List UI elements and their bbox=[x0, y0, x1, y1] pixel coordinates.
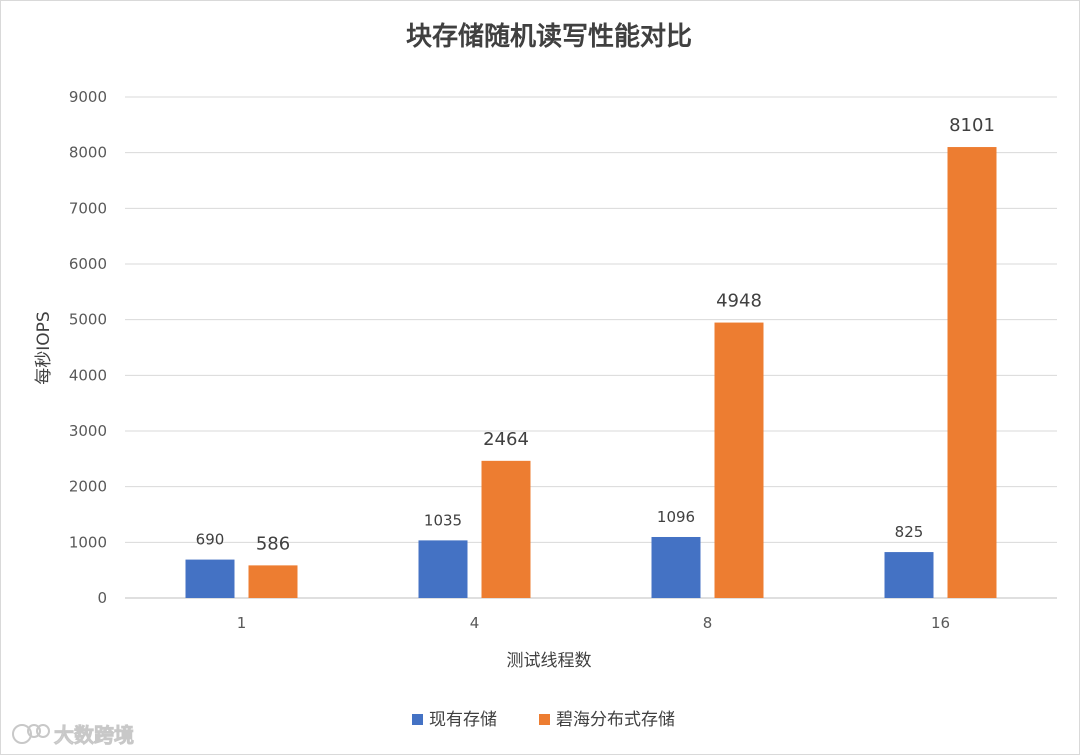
y-tick-label: 1000 bbox=[69, 533, 107, 551]
bar-bihai-1 bbox=[248, 565, 298, 598]
y-tick-label: 6000 bbox=[69, 255, 107, 273]
watermark-logo-icon bbox=[12, 724, 50, 744]
data-label: 586 bbox=[256, 533, 290, 554]
legend-swatch bbox=[412, 714, 423, 725]
y-tick-label: 3000 bbox=[69, 422, 107, 440]
y-tick-labels: 0 1000 2000 3000 4000 5000 6000 7000 8000 9000 bbox=[69, 88, 107, 607]
bar-bihai-16 bbox=[947, 147, 997, 599]
y-axis-title: 每秒IOPS bbox=[34, 311, 54, 384]
legend: 现有存储 碧海分布式存储 bbox=[412, 710, 675, 730]
data-label: 1096 bbox=[657, 508, 695, 526]
y-tick-label: 0 bbox=[97, 589, 107, 607]
x-tick-label: 4 bbox=[470, 614, 480, 632]
bar-existing-4 bbox=[418, 540, 468, 598]
watermark-text: 大数跨境 bbox=[54, 723, 134, 747]
data-label: 1035 bbox=[424, 511, 462, 529]
y-tick-label: 5000 bbox=[69, 311, 107, 329]
data-label: 825 bbox=[895, 523, 924, 541]
chart-title: 块存储随机读写性能对比 bbox=[406, 21, 692, 52]
legend-label: 碧海分布式存储 bbox=[556, 710, 675, 730]
y-tick-label: 2000 bbox=[69, 478, 107, 496]
y-tick-label: 9000 bbox=[69, 88, 107, 106]
data-label: 8101 bbox=[949, 115, 995, 136]
x-tick-labels: 1 4 8 16 bbox=[237, 614, 950, 632]
x-tick-label: 8 bbox=[703, 614, 713, 632]
bar-existing-16 bbox=[884, 552, 934, 598]
bars bbox=[185, 147, 997, 599]
data-label: 690 bbox=[196, 531, 225, 549]
x-tick-label: 1 bbox=[237, 614, 247, 632]
data-label: 2464 bbox=[483, 429, 529, 450]
watermark: 大数跨境 bbox=[12, 723, 134, 747]
bar-bihai-4 bbox=[481, 460, 531, 598]
bar-existing-1 bbox=[185, 559, 235, 598]
legend-label: 现有存储 bbox=[429, 710, 497, 730]
data-label: 4948 bbox=[716, 291, 762, 312]
y-tick-label: 4000 bbox=[69, 366, 107, 384]
bar-bihai-8 bbox=[714, 322, 764, 598]
y-tick-label: 8000 bbox=[69, 144, 107, 162]
x-axis-title: 测试线程数 bbox=[507, 651, 592, 671]
legend-swatch bbox=[539, 714, 550, 725]
x-tick-label: 16 bbox=[931, 614, 950, 632]
data-labels: 690 586 1035 2464 1096 4948 825 8101 bbox=[196, 115, 995, 554]
bar-existing-8 bbox=[651, 536, 701, 598]
y-tick-label: 7000 bbox=[69, 199, 107, 217]
